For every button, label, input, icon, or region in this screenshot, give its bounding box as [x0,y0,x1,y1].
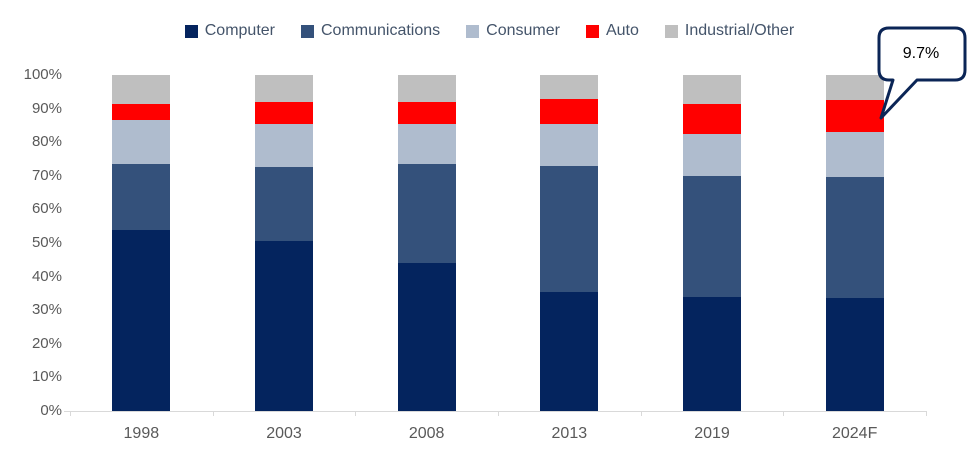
bar-segment-communications-2013 [540,165,599,292]
x-axis-tick [212,411,214,416]
y-axis-tick-label: 0% [40,402,62,419]
x-axis-tick [783,411,785,416]
callout-bubble [877,26,967,120]
y-axis-tick-label: 20% [31,334,62,352]
legend-item-consumer: Consumer [466,22,560,40]
y-axis-tick-label: 70% [31,166,62,184]
x-axis-tick-label: 2019 [694,425,730,442]
y-axis-tick-label: 30% [31,301,62,319]
x-axis-tick [926,411,927,416]
legend-item-industrial-other: Industrial/Other [664,22,795,40]
bar-segment-consumer-2024f [825,132,884,178]
legend-label: Computer [204,22,275,39]
bar-segment-auto-2013 [540,98,599,124]
x-axis-tick [70,411,71,416]
bar-segment-consumer-2019 [683,133,741,176]
bar-2013 [540,75,599,411]
bar-segment-communications-2008 [397,164,456,264]
bar-segment-industrial-other-1998 [112,75,171,104]
legend-label: Communications [320,22,441,39]
bar-segment-computer-1998 [112,229,171,411]
bar-segment-computer-2003 [255,241,313,411]
legend: Computer Communications Consumer Auto Indust… [0,18,979,44]
legend-label: Industrial/Other [684,22,795,39]
y-axis-tick-label: 100% [23,66,62,83]
bar-segment-auto-2008 [397,101,456,124]
x-axis-line [64,411,926,412]
bar-segment-industrial-other-2013 [540,75,599,99]
bar-segment-industrial-other-2019 [683,75,741,104]
x-axis-tick [498,411,499,416]
bar-segment-auto-2024f [825,99,884,133]
bar-segment-industrial-other-2024f [825,75,884,100]
bar-segment-computer-2008 [397,263,456,411]
y-axis-tick-label: 80% [31,133,62,151]
bar-2008 [397,75,456,411]
legend-label: Auto [605,22,639,39]
plot-area [70,75,926,411]
bar-segment-consumer-2008 [397,123,456,165]
y-axis-tick-label: 10% [31,368,62,386]
bar-2003 [255,75,313,411]
bar-segment-industrial-other-2003 [255,75,313,102]
bar-1998 [112,75,171,411]
x-axis-tick [355,411,357,416]
bar-segment-auto-2003 [255,101,313,124]
bar-segment-auto-2019 [683,103,741,134]
y-axis-tick-label: 60% [31,200,62,218]
bar-segment-consumer-2013 [540,123,599,166]
bar-segment-computer-2019 [683,296,741,411]
bar-2019 [683,75,741,411]
bar-segment-communications-2003 [255,167,313,242]
legend-swatch-icon [585,24,599,38]
legend-item-communications: Communications [300,22,441,40]
bar-2024f [825,75,884,411]
bar-segment-communications-1998 [112,164,171,230]
bar-segment-computer-2013 [540,291,599,411]
legend-swatch-icon [300,24,314,38]
legend-swatch-icon [184,24,198,38]
legend-label: Consumer [486,22,560,39]
bar-segment-consumer-1998 [112,120,171,165]
bar-segment-industrial-other-2008 [397,75,456,102]
x-axis-tick-label: 1998 [123,425,160,442]
bar-segment-consumer-2003 [255,123,313,168]
x-axis-tick [640,411,642,416]
bar-segment-auto-1998 [112,103,171,121]
bar-segment-communications-2019 [683,175,741,297]
y-axis-tick-label: 90% [31,99,62,117]
legend-swatch-icon [466,24,480,38]
bar-segment-computer-2024f [825,298,884,411]
legend-item-computer: Computer [184,22,275,40]
x-axis-tick-label: 2008 [408,425,445,442]
bar-segment-communications-2024f [825,177,884,299]
y-axis-tick-label: 50% [31,234,62,251]
legend-item-auto: Auto [585,22,639,40]
callout-outline [877,26,967,120]
legend-swatch-icon [664,24,678,38]
x-axis-tick-label: 2013 [551,425,588,442]
x-axis-tick-label: 2024F [831,425,878,442]
y-axis-tick-label: 40% [31,267,62,285]
callout-value-label: 9.7% [902,45,940,62]
x-axis-tick-label: 2003 [266,425,302,442]
